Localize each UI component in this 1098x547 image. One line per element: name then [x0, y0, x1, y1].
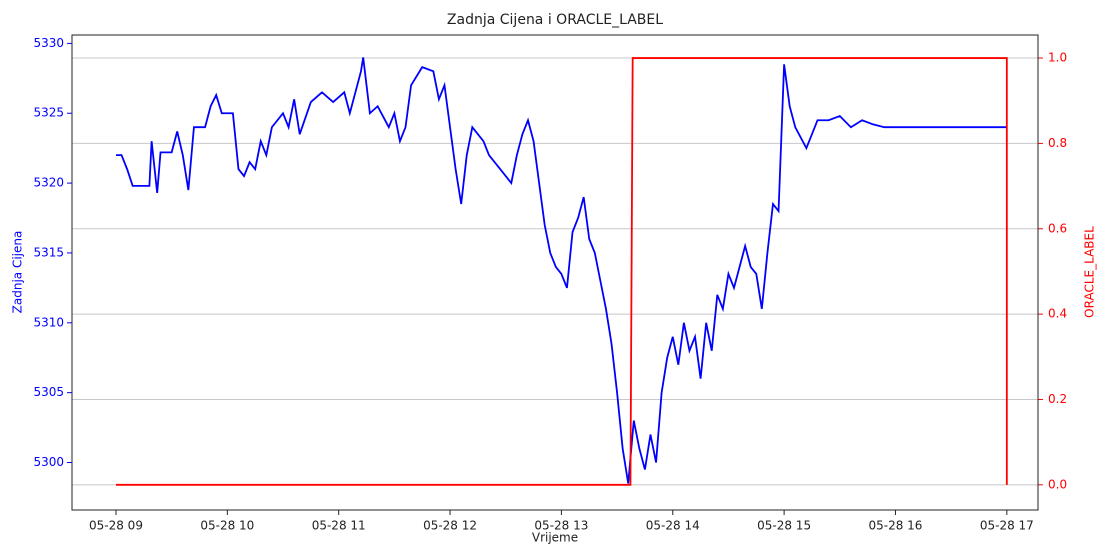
x-tick-label: 05-28 10: [200, 519, 254, 533]
y2-tick-label: 0.0: [1048, 477, 1067, 491]
series-line: [115, 57, 1007, 484]
chart-title: Zadnja Cijena i ORACLE_LABEL: [447, 12, 663, 28]
y-tick-label: 5330: [33, 36, 64, 50]
x-tick-label: 05-28 14: [646, 519, 700, 533]
y2-tick-label: 0.6: [1048, 221, 1067, 235]
series-line: [115, 57, 1008, 486]
y2-tick-label: 0.8: [1048, 136, 1067, 150]
x-tick-label: 05-28 13: [534, 519, 588, 533]
y-tick-label: 5320: [33, 176, 64, 190]
x-tick-label: 05-28 16: [868, 519, 922, 533]
x-tick-label: 05-28 15: [757, 519, 811, 533]
y-tick-label: 5325: [33, 106, 64, 120]
y-tick-label: 5315: [33, 245, 64, 259]
x-tick-label: 05-28 12: [423, 519, 477, 533]
plot-frame: [71, 34, 1039, 511]
y-tick-label: 5300: [33, 455, 64, 469]
y2-axis-label: ORACLE_LABEL: [1083, 226, 1097, 318]
x-axis-label: Vrijeme: [532, 531, 578, 545]
x-tick-label: 05-28 09: [89, 519, 143, 533]
x-tick-label: 05-28 11: [312, 519, 366, 533]
x-tick-label: 05-28 17: [980, 519, 1034, 533]
y-tick-label: 5305: [33, 385, 64, 399]
y2-tick-label: 0.4: [1048, 307, 1067, 321]
y-axis-label: Zadnja Cijena: [11, 231, 25, 314]
y2-tick-label: 1.0: [1048, 51, 1067, 65]
y2-tick-label: 0.2: [1048, 392, 1067, 406]
y-tick-label: 5310: [33, 315, 64, 329]
